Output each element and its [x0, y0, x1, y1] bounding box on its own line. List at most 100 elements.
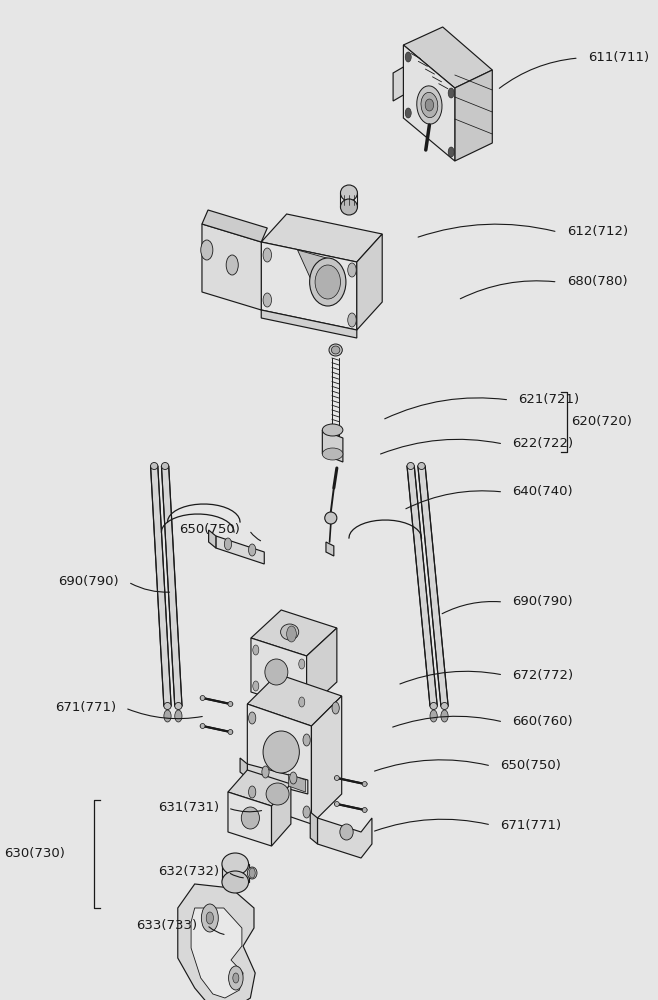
Text: 620(720): 620(720): [572, 416, 632, 428]
Ellipse shape: [200, 696, 205, 700]
Text: 660(760): 660(760): [513, 716, 573, 728]
Ellipse shape: [164, 702, 171, 710]
Ellipse shape: [222, 853, 249, 875]
Text: 650(750): 650(750): [179, 524, 240, 536]
Polygon shape: [403, 27, 492, 88]
Ellipse shape: [228, 702, 233, 706]
Polygon shape: [334, 804, 367, 810]
Text: 630(730): 630(730): [4, 848, 64, 860]
Polygon shape: [418, 466, 448, 706]
Circle shape: [228, 966, 243, 990]
Ellipse shape: [430, 702, 438, 710]
Ellipse shape: [407, 462, 415, 470]
Circle shape: [249, 544, 256, 556]
Polygon shape: [297, 250, 334, 290]
Polygon shape: [247, 704, 311, 824]
Circle shape: [290, 772, 297, 784]
Circle shape: [299, 659, 305, 669]
Text: 640(740): 640(740): [513, 486, 573, 498]
Circle shape: [303, 806, 310, 818]
Ellipse shape: [161, 462, 168, 470]
Polygon shape: [272, 784, 291, 846]
Polygon shape: [247, 764, 308, 794]
Text: 631(731): 631(731): [158, 802, 219, 814]
Circle shape: [233, 973, 239, 983]
Text: 680(780): 680(780): [567, 275, 627, 288]
Circle shape: [253, 681, 259, 691]
Polygon shape: [334, 778, 367, 784]
Polygon shape: [178, 884, 255, 1000]
Polygon shape: [247, 674, 342, 726]
Ellipse shape: [200, 724, 205, 728]
Polygon shape: [322, 430, 343, 462]
Polygon shape: [288, 774, 305, 792]
Text: 622(722): 622(722): [513, 438, 573, 450]
Ellipse shape: [441, 702, 448, 710]
Polygon shape: [307, 628, 337, 710]
Circle shape: [224, 538, 232, 550]
Ellipse shape: [247, 867, 257, 879]
Ellipse shape: [222, 871, 249, 893]
Circle shape: [249, 868, 255, 878]
Text: 671(771): 671(771): [55, 702, 116, 714]
Circle shape: [175, 710, 182, 722]
Polygon shape: [318, 818, 372, 858]
Ellipse shape: [263, 731, 299, 773]
Ellipse shape: [325, 512, 337, 524]
Ellipse shape: [425, 99, 434, 111]
Ellipse shape: [340, 199, 357, 215]
Ellipse shape: [417, 86, 442, 124]
Circle shape: [441, 710, 448, 722]
Circle shape: [299, 697, 305, 707]
Circle shape: [448, 88, 454, 98]
Circle shape: [405, 52, 411, 62]
Polygon shape: [191, 908, 243, 998]
Text: 672(772): 672(772): [513, 668, 573, 682]
Polygon shape: [311, 696, 342, 824]
Circle shape: [263, 293, 272, 307]
Ellipse shape: [315, 265, 340, 299]
Ellipse shape: [332, 346, 340, 354]
Ellipse shape: [340, 824, 353, 840]
Circle shape: [253, 645, 259, 655]
Circle shape: [164, 710, 171, 722]
Circle shape: [201, 904, 218, 932]
Polygon shape: [161, 466, 182, 706]
Polygon shape: [202, 224, 261, 310]
Text: 650(750): 650(750): [500, 760, 561, 772]
Circle shape: [263, 248, 272, 262]
Ellipse shape: [228, 730, 233, 734]
Polygon shape: [455, 70, 492, 161]
Circle shape: [347, 263, 356, 277]
Circle shape: [226, 255, 238, 275]
Ellipse shape: [241, 807, 259, 829]
Ellipse shape: [280, 624, 299, 640]
Circle shape: [347, 313, 356, 327]
Polygon shape: [261, 214, 382, 262]
Polygon shape: [222, 864, 249, 882]
Circle shape: [448, 147, 454, 157]
Circle shape: [201, 240, 213, 260]
Ellipse shape: [266, 783, 289, 805]
Ellipse shape: [322, 448, 343, 460]
Text: 690(790): 690(790): [513, 595, 573, 608]
Polygon shape: [151, 466, 171, 706]
Ellipse shape: [421, 92, 438, 118]
Polygon shape: [261, 310, 357, 338]
Circle shape: [430, 710, 438, 722]
Ellipse shape: [363, 782, 367, 786]
Text: 632(732): 632(732): [158, 865, 219, 879]
Ellipse shape: [363, 808, 367, 812]
Text: 612(712): 612(712): [567, 226, 628, 238]
Circle shape: [249, 786, 256, 798]
Circle shape: [332, 702, 340, 714]
Polygon shape: [200, 726, 233, 732]
Circle shape: [287, 626, 296, 642]
Ellipse shape: [175, 702, 182, 710]
Ellipse shape: [334, 776, 340, 780]
Ellipse shape: [151, 462, 158, 470]
Polygon shape: [228, 770, 291, 806]
Polygon shape: [216, 536, 265, 564]
Ellipse shape: [322, 424, 343, 436]
Polygon shape: [209, 530, 216, 548]
